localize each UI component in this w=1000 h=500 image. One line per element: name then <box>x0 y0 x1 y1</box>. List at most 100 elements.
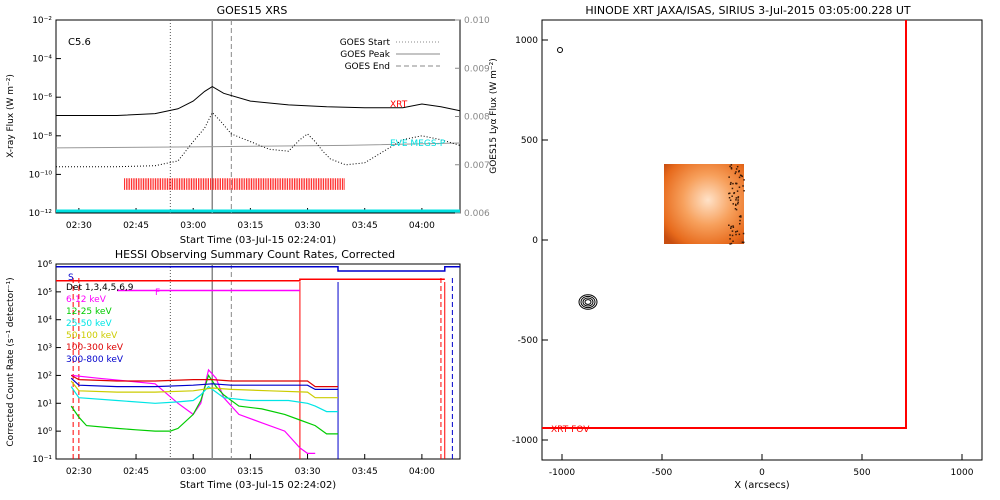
goes-title: GOES15 XRS <box>217 4 288 17</box>
hessi-x-tick-label: 02:30 <box>66 467 92 477</box>
xrt-image-noise <box>730 227 732 229</box>
goes-legend: GOES Start GOES Peak GOES End <box>340 38 440 72</box>
xrt-y-tick-label: 1000 <box>515 36 538 46</box>
xrt-image-noise <box>730 168 733 170</box>
xrt-fov-boundary <box>542 20 907 429</box>
hessi-x-label: Start Time (03-Jul-15 02:24:02) <box>180 480 337 491</box>
xrt-image-noise <box>731 195 733 197</box>
hessi-x-tick-label: 03:45 <box>352 467 378 477</box>
goes-y-tick-label: 10⁻⁸ <box>32 132 52 142</box>
hessi-legend-label: 6-12 keV <box>66 295 107 305</box>
hessi-y-tick-label: 10³ <box>37 344 52 354</box>
hessi-flag-red-line <box>56 278 445 282</box>
hessi-legend-label: 300-800 keV <box>66 355 124 365</box>
hessi-y-tick-label: 10¹ <box>37 399 52 409</box>
xrt-image-noise <box>729 238 731 240</box>
goes-y-tick-label: 10⁻¹² <box>29 209 53 219</box>
goes-y-right-tick-label: 0.009 <box>464 64 490 74</box>
xrt-image-noise <box>737 199 739 201</box>
hessi-y-label: Corrected Count Rate (s⁻¹ detector⁻¹) <box>6 277 16 446</box>
goes-long-line <box>56 86 461 116</box>
hessi-legend-header: Det 1,3,4,5,6,9 <box>66 283 134 293</box>
goes-x-tick-label: 03:45 <box>352 221 378 231</box>
xrt-image-noise <box>730 181 732 184</box>
goes-y-axis: 10⁻² 10⁻⁴ 10⁻⁶ 10⁻⁸ 10⁻¹⁰ 10⁻¹² <box>29 16 61 219</box>
xrt-image-noise <box>729 199 732 201</box>
goes-panel: GOES15 XRS 10⁻² 10⁻⁴ 10⁻⁶ 10⁻⁸ 10⁻¹⁰ 10⁻¹² 0.… <box>6 4 499 246</box>
xrt-image-noise <box>735 199 737 201</box>
xrt-image-noise <box>732 225 734 227</box>
xrt-x-tick-label: 0 <box>759 468 765 478</box>
xrt-image-noise <box>735 203 737 206</box>
xrt-image-noise <box>741 175 743 178</box>
xrt-x-tick-label: -1000 <box>549 468 575 478</box>
xrt-fov-label: XRT FOV <box>551 425 590 435</box>
xrt-image-noise <box>730 164 733 166</box>
xrt-image-noise <box>735 233 737 236</box>
xrt-image-noise <box>741 241 744 243</box>
goes-x-tick-label: 02:45 <box>123 221 149 231</box>
xrt-image-noise <box>743 190 745 192</box>
xrt-image-noise <box>729 243 731 245</box>
hessi-flag-s-line <box>56 266 460 272</box>
xrt-image-noise <box>740 216 742 218</box>
xrt-image-noise <box>730 225 732 228</box>
goes-y-label: X-ray Flux (W m⁻²) <box>6 74 16 158</box>
hessi-x-tick-label: 02:45 <box>123 467 149 477</box>
hessi-legend-label: 100-300 keV <box>66 343 124 353</box>
goes-x-label: Start Time (03-Jul-15 02:24:01) <box>180 235 337 246</box>
xrt-image-noise <box>737 201 739 203</box>
xrt-panel: HINODE XRT JAXA/ISAS, SIRIUS 3-Jul-2015 … <box>512 4 983 491</box>
xrt-image-noise <box>735 208 738 211</box>
xrt-image-noise <box>735 182 737 185</box>
xrt-image-noise <box>734 172 736 175</box>
goes-annotation-eve: EVE MEGS-P <box>390 139 446 149</box>
xrt-image-noise <box>739 219 741 222</box>
hessi-y-tick-label: 10⁴ <box>37 316 52 326</box>
hessi-x-tick-label: 04:00 <box>409 467 435 477</box>
hessi-panel: HESSI Observing Summary Count Rates, Cor… <box>6 248 461 491</box>
goes-y-tick-label: 10⁻⁶ <box>32 93 52 103</box>
hessi-series-line <box>70 374 338 388</box>
xrt-x-tick-label: -500 <box>652 468 673 478</box>
xrt-image-noise <box>732 226 735 228</box>
xrt-image-noise <box>731 187 734 190</box>
xrt-contour <box>584 299 592 305</box>
xrt-image-noise <box>738 176 741 179</box>
hessi-series-line <box>70 385 338 413</box>
hessi-legend: 6-12 keV 12-25 keV 25-50 keV 50-100 keV 100-… <box>66 295 124 365</box>
goes-legend-label: GOES End <box>345 62 390 72</box>
xrt-image-noise <box>728 192 730 195</box>
xrt-image-noise <box>728 224 730 226</box>
hessi-legend-label: 12-25 keV <box>66 307 112 317</box>
hessi-x-tick-label: 03:00 <box>180 467 206 477</box>
xrt-image-noise <box>732 182 734 185</box>
hessi-legend-label: 50-100 keV <box>66 331 118 341</box>
xrt-plot-frame <box>541 19 983 461</box>
xrt-image-noise <box>738 170 740 173</box>
xrt-image-noise <box>743 241 745 244</box>
goes-y-tick-label: 10⁻² <box>32 16 52 26</box>
hessi-y-axis: 10⁻¹ 10⁰ 10¹ 10² 10³ 10⁴ 10⁵ 10⁶ <box>32 260 61 465</box>
xrt-image-noise <box>729 192 731 194</box>
xrt-image-noise <box>734 208 737 210</box>
hessi-flag-s: S <box>68 273 74 283</box>
xrt-image-noise <box>735 168 738 170</box>
goes-y-tick-label: 10⁻⁴ <box>32 55 52 65</box>
hessi-series-line <box>70 374 338 435</box>
hessi-y-tick-label: 10² <box>37 371 52 381</box>
xrt-image-noise <box>733 192 735 195</box>
xrt-image-noise <box>728 197 731 199</box>
hessi-series-line <box>70 377 338 390</box>
xrt-image-noise <box>737 196 739 199</box>
goes-y-right-tick-label: 0.010 <box>464 16 490 26</box>
xrt-contour <box>582 297 594 307</box>
xrt-image-noise <box>739 223 741 225</box>
xrt-image-noise <box>732 203 734 205</box>
goes-y-axis-right: 0.010 0.009 0.008 0.007 0.006 <box>455 16 490 219</box>
xrt-image-noise <box>736 165 739 168</box>
goes-x-tick-label: 03:30 <box>295 221 321 231</box>
goes-x-tick-label: 03:00 <box>180 221 206 231</box>
goes-y-label-right: GOES15 Lyα Flux (W m⁻²) <box>489 58 499 174</box>
